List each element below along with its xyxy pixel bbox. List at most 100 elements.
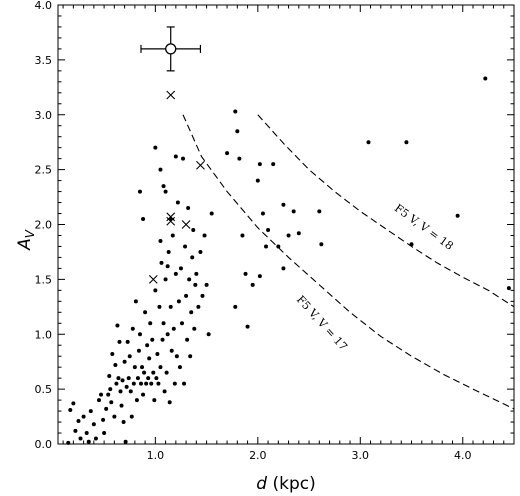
data-point	[204, 282, 209, 287]
y-tick-label: 3.5	[35, 54, 53, 67]
data-point	[281, 202, 286, 207]
data-point	[266, 227, 271, 232]
data-point	[162, 389, 167, 394]
data-point	[245, 324, 250, 329]
data-point	[165, 264, 170, 269]
model-curves: F5 V, V = 18 F5 V, V = 17	[182, 114, 515, 410]
data-point	[225, 151, 230, 156]
data-point	[160, 337, 165, 342]
data-point	[317, 209, 322, 214]
cross-marker	[166, 216, 176, 226]
y-tick-label: 1.5	[35, 273, 53, 286]
data-point	[173, 154, 178, 159]
data-point	[134, 398, 139, 403]
cross-marker	[181, 220, 191, 229]
data-point	[144, 381, 149, 386]
data-point	[161, 321, 166, 326]
data-point	[125, 339, 130, 344]
data-point	[177, 365, 182, 370]
data-point	[276, 244, 281, 249]
x-axis-title: d (kpc)	[256, 474, 315, 494]
data-point	[169, 348, 174, 353]
data-point	[172, 381, 177, 386]
data-point	[319, 242, 324, 247]
data-point	[141, 392, 146, 397]
data-point	[124, 384, 129, 389]
data-point	[101, 417, 106, 422]
data-point	[184, 293, 189, 298]
model-curve	[257, 114, 515, 308]
data-point	[202, 233, 207, 238]
data-point	[158, 238, 163, 243]
data-point	[123, 439, 128, 444]
data-point	[119, 403, 124, 408]
data-point	[140, 365, 145, 370]
data-point	[264, 244, 269, 249]
data-point	[271, 162, 276, 167]
data-point	[93, 436, 98, 441]
data-point	[145, 343, 150, 348]
data-point	[182, 381, 187, 386]
data-point	[233, 109, 238, 114]
data-point	[148, 321, 153, 326]
data-point	[191, 227, 196, 232]
y-tick-label: 2.0	[35, 219, 53, 232]
data-point	[281, 266, 286, 271]
data-point	[78, 436, 83, 441]
data-point	[190, 255, 195, 260]
data-point	[129, 414, 134, 419]
data-point	[136, 348, 141, 353]
data-point	[154, 376, 159, 381]
data-point	[153, 145, 158, 150]
data-point	[107, 373, 112, 378]
data-point	[112, 414, 117, 419]
data-point	[117, 339, 122, 344]
data-point	[84, 431, 89, 436]
data-point	[164, 370, 169, 375]
data-point	[143, 310, 148, 315]
data-point	[187, 277, 192, 282]
data-point	[151, 370, 156, 375]
data-point	[155, 352, 160, 357]
curve-label: F5 V, V = 18	[392, 202, 456, 253]
data-point	[99, 392, 104, 397]
data-point	[188, 354, 193, 359]
data-point	[186, 206, 191, 211]
data-point	[120, 378, 125, 383]
data-point	[106, 392, 111, 397]
data-point	[104, 406, 109, 411]
data-point	[130, 326, 135, 331]
data-point	[163, 277, 168, 282]
curve-label: F5 V, V = 17	[294, 293, 350, 353]
data-point	[181, 156, 186, 161]
data-point	[108, 387, 113, 392]
data-point	[189, 310, 194, 315]
data-point	[166, 249, 171, 254]
data-point	[141, 217, 146, 222]
data-point	[192, 326, 197, 331]
y-tick-label: 4.0	[35, 0, 53, 12]
data-point	[176, 299, 181, 304]
data-point	[156, 381, 161, 386]
y-axis-title: AV	[15, 229, 37, 251]
data-point	[88, 409, 93, 414]
data-point	[291, 209, 296, 214]
data-point	[366, 140, 371, 145]
data-point	[193, 282, 198, 287]
data-point	[66, 440, 71, 445]
data-point	[404, 140, 409, 145]
data-point	[194, 271, 199, 276]
data-point	[102, 431, 107, 436]
data-point	[132, 365, 137, 370]
data-point	[196, 304, 201, 309]
data-point	[152, 398, 157, 403]
data-point	[133, 299, 138, 304]
x-tick-label: 4.0	[454, 449, 472, 462]
data-point	[235, 129, 240, 134]
data-point	[86, 439, 91, 444]
data-point	[173, 271, 178, 276]
data-point	[127, 354, 132, 359]
data-point	[165, 332, 170, 337]
x-tick-label: 1.0	[147, 449, 165, 462]
data-point	[174, 354, 179, 359]
